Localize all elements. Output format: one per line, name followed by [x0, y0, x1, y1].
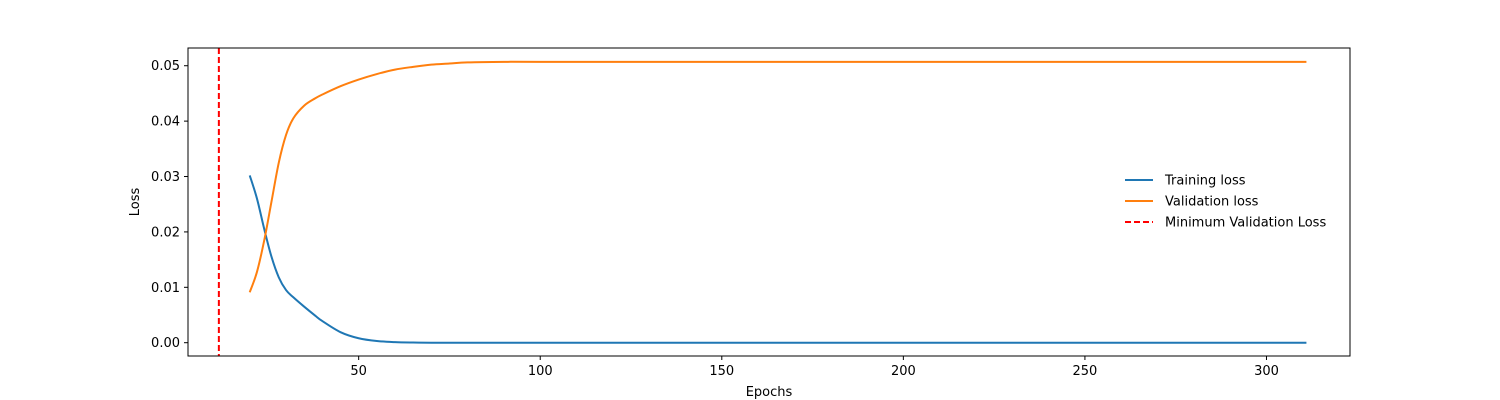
y-tick-label: 0.00 — [151, 336, 180, 351]
y-tick-label: 0.05 — [151, 59, 180, 74]
legend-label-validation-loss: Validation loss — [1165, 195, 1259, 210]
legend: Training loss Validation loss Minimum Va… — [1115, 168, 1345, 234]
x-tick-label: 250 — [1073, 364, 1098, 379]
x-tick-label: 150 — [709, 364, 734, 379]
x-axis-label: Epochs — [746, 385, 793, 400]
legend-frame — [1115, 168, 1345, 234]
axes-frame — [187, 47, 1351, 357]
y-tick-label: 0.04 — [151, 115, 180, 130]
axis-ticks: 50 100 150 200 250 300 0.00 0.01 0.02 0.03 0.04 0.0… — [151, 59, 1279, 379]
plot-area — [217, 48, 1307, 356]
y-axis-label: Loss — [128, 188, 143, 217]
legend-label-min-validation-loss: Minimum Validation Loss — [1165, 216, 1326, 231]
x-tick-label: 50 — [350, 364, 367, 379]
x-tick-label: 300 — [1254, 364, 1279, 379]
y-tick-label: 0.02 — [151, 225, 180, 240]
series-line-validation-loss — [248, 60, 1307, 293]
series-line-training-loss — [248, 175, 1307, 344]
y-tick-label: 0.01 — [151, 281, 180, 296]
x-tick-label: 200 — [891, 364, 916, 379]
x-tick-label: 100 — [528, 364, 553, 379]
legend-label-training-loss: Training loss — [1164, 174, 1246, 189]
y-tick-label: 0.03 — [151, 170, 180, 185]
